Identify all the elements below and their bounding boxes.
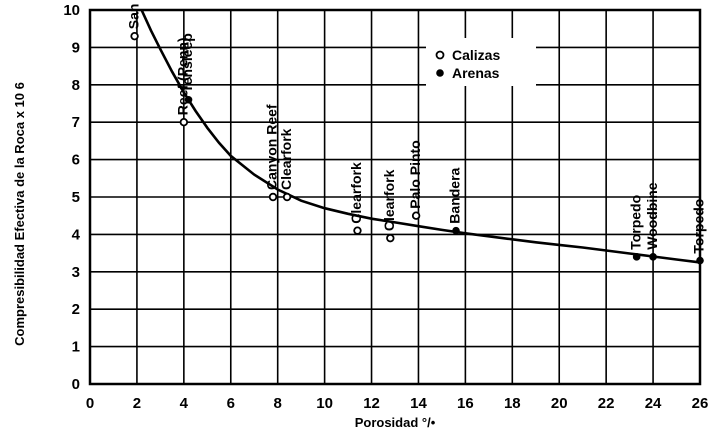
x-tick-label: 14	[410, 395, 427, 412]
x-axis-ticks: 0 2 4 6 8 10 12 14 16 18 20 22 24 26	[86, 395, 709, 412]
x-tick-label: 8	[274, 395, 282, 412]
y-tick-label: 8	[72, 77, 80, 94]
legend-arenas-label: Arenas	[452, 65, 500, 81]
y-tick-label: 1	[72, 339, 80, 356]
y-tick-label: 0	[72, 376, 80, 393]
point-arenas	[696, 256, 704, 265]
point-calizas	[411, 211, 421, 220]
point-label: Clearfork	[348, 162, 364, 224]
point-label: Torpedo	[691, 199, 707, 254]
y-axis-title: Compresibilidad Efectiva de la Roca x 10…	[12, 82, 27, 346]
y-tick-label: 6	[72, 152, 80, 169]
x-tick-label: 10	[316, 395, 333, 412]
y-tick-label: 2	[72, 301, 80, 318]
point-arenas	[184, 95, 193, 104]
point-calizas	[179, 117, 189, 127]
point-arenas	[632, 253, 641, 261]
point-label: San Andres	[125, 0, 141, 29]
y-axis-ticks: 0 1 2 3 4 5 6 7 8 9 10	[63, 2, 80, 393]
legend-background	[426, 38, 536, 86]
y-tick-label: 3	[72, 264, 80, 281]
plot-frame	[88, 8, 702, 386]
x-tick-label: 4	[180, 395, 189, 412]
x-tick-label: 12	[363, 395, 380, 412]
point-label: Tensleep	[179, 33, 195, 93]
x-tick-label: 16	[457, 395, 474, 412]
point-calizas	[130, 31, 139, 41]
x-tick-label: 2	[133, 395, 141, 412]
y-tick-label: 10	[63, 2, 80, 19]
x-tick-label: 22	[598, 395, 615, 412]
x-tick-label: 24	[645, 395, 662, 412]
y-tick-label: 5	[72, 189, 80, 206]
trend-curve	[140, 9, 701, 264]
legend-arenas-marker	[436, 69, 444, 77]
y-tick-label: 4	[72, 226, 81, 243]
point-calizas	[353, 226, 362, 235]
x-tick-label: 20	[551, 395, 568, 412]
point-label: Reef (Penn)	[175, 37, 191, 115]
point-calizas	[386, 233, 395, 243]
x-tick-label: 0	[86, 395, 94, 412]
point-arenas	[452, 226, 460, 235]
point-label: Palo Pinto	[407, 140, 423, 208]
x-tick-label: 26	[692, 395, 709, 412]
point-label: Canyon Reef	[264, 104, 280, 190]
point-calizas	[282, 192, 292, 202]
point-label: Bandera	[447, 167, 463, 223]
point-calizas	[268, 192, 278, 202]
grid-lines	[90, 10, 700, 384]
point-label: Clearfork	[278, 128, 294, 190]
point-labels: San AndresReef (Penn)Canyon ReefClearfor…	[125, 0, 706, 254]
legend: Calizas Arenas	[426, 38, 536, 86]
legend-calizas-label: Calizas	[452, 47, 500, 63]
legend-calizas-marker	[435, 50, 445, 60]
point-label: Torpedo	[627, 195, 643, 250]
x-tick-label: 6	[227, 395, 235, 412]
point-label: Clearfork	[381, 169, 397, 231]
y-tick-label: 7	[72, 114, 80, 131]
x-axis-title: Porosidad °/•	[355, 415, 436, 430]
x-tick-label: 18	[504, 395, 521, 412]
point-label: Woodbine	[644, 182, 660, 250]
point-arenas	[649, 253, 657, 261]
y-tick-label: 9	[72, 39, 80, 56]
data-points	[130, 31, 704, 265]
